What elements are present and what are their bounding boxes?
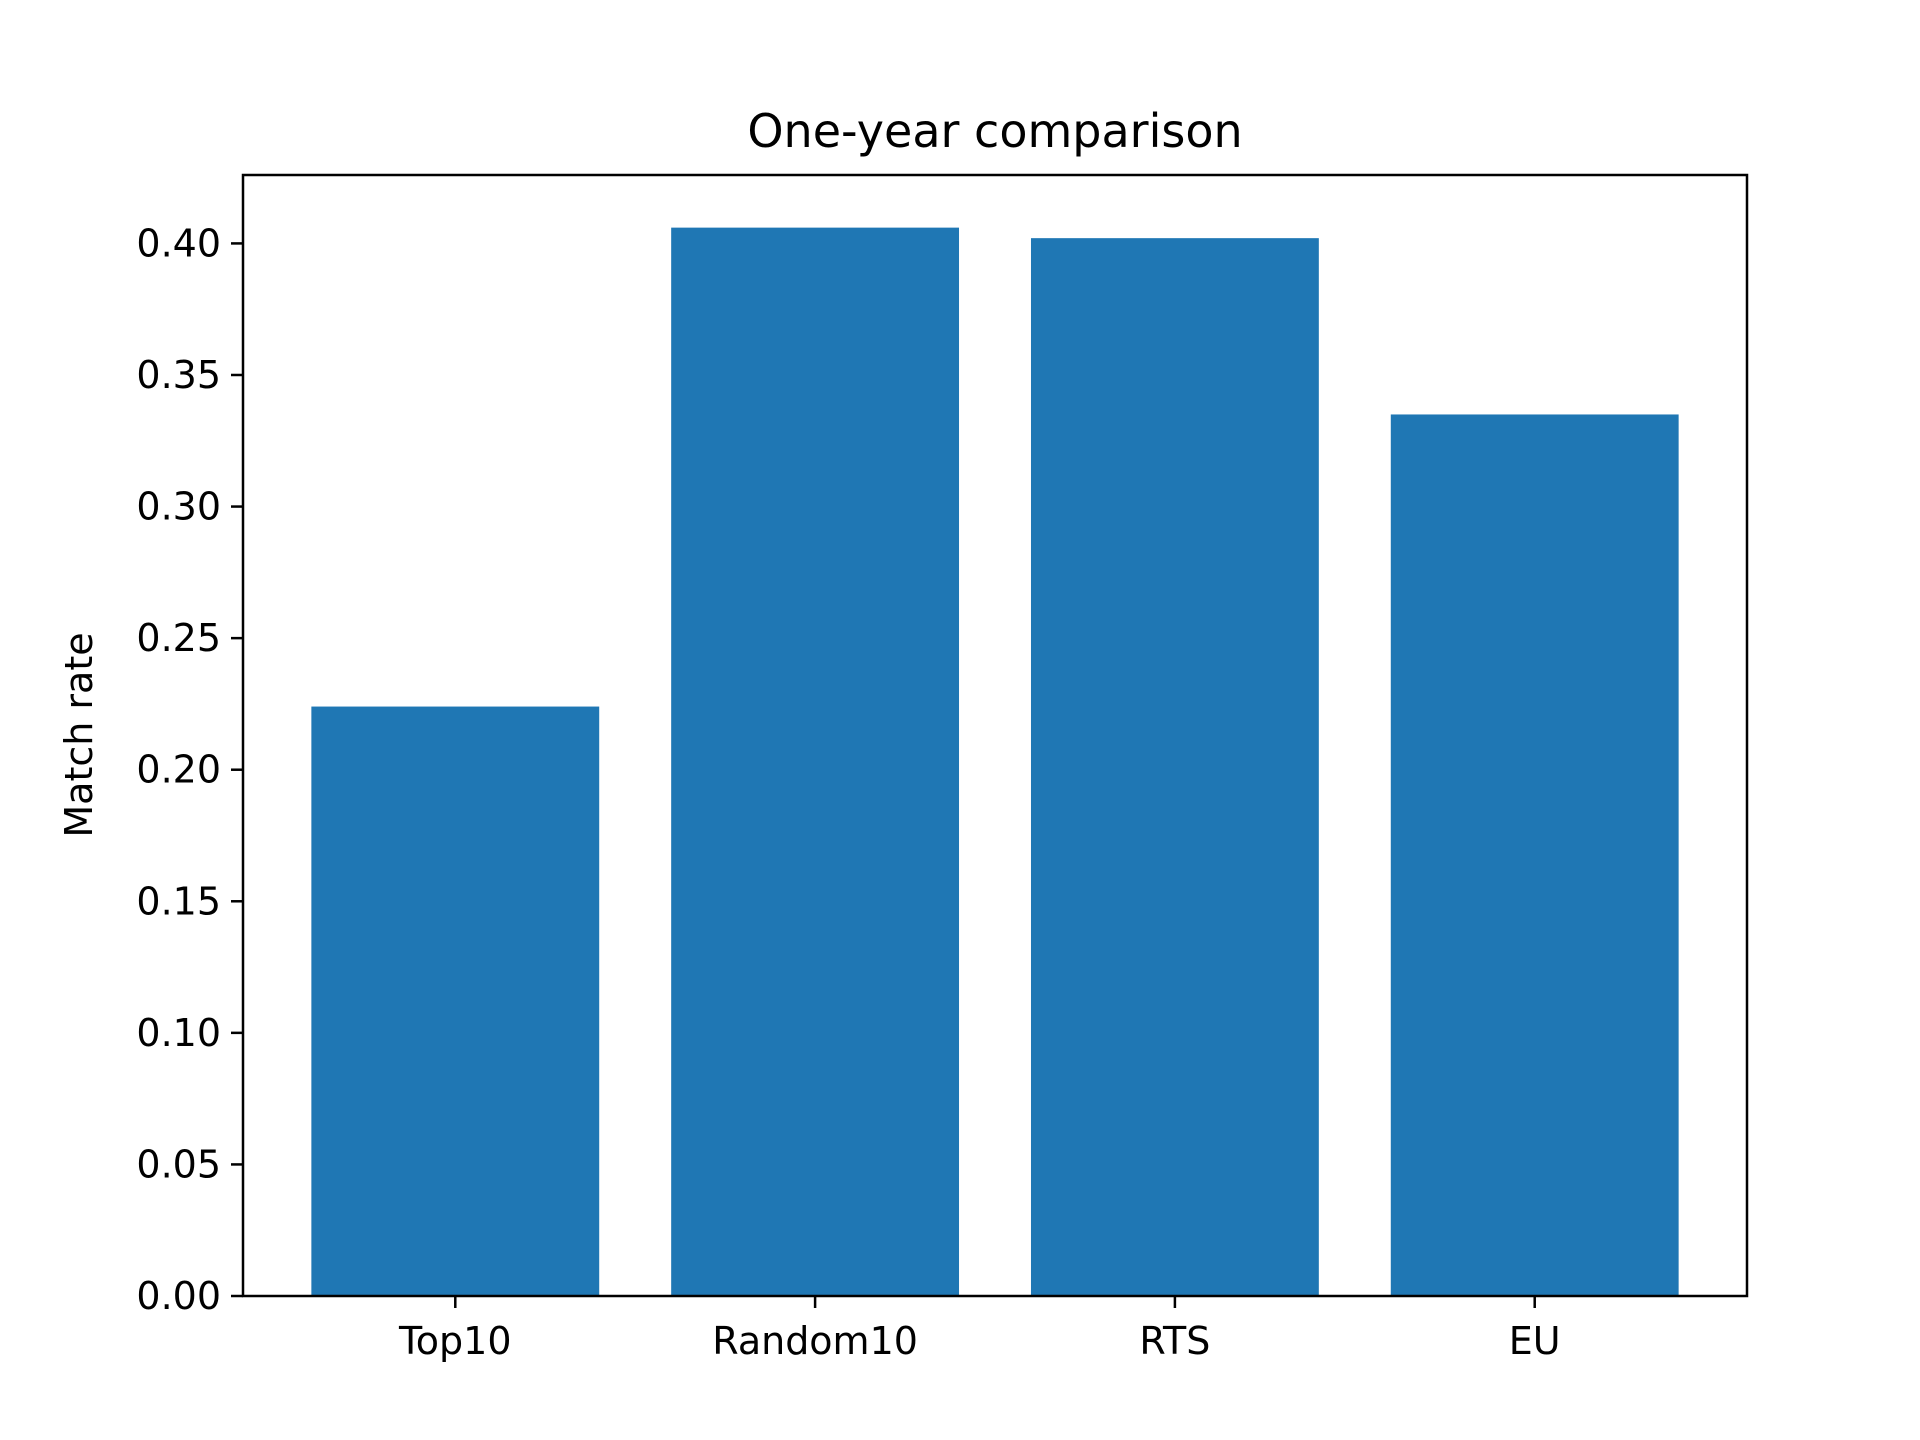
x-tick-label: Random10 bbox=[712, 1319, 918, 1363]
y-ticks-group: 0.00 0.05 0.10 0.15 0.20 0.25 0.30 0.35 0.40 bbox=[136, 221, 243, 1318]
y-tick-label: 0.35 bbox=[136, 353, 221, 397]
y-tick-label: 0.25 bbox=[136, 616, 221, 660]
x-tick-label: Top10 bbox=[398, 1319, 511, 1363]
y-tick-label: 0.05 bbox=[136, 1142, 221, 1186]
plot-frame bbox=[241, 173, 1749, 1298]
x-tick-label: EU bbox=[1509, 1319, 1561, 1363]
bar-rts bbox=[1030, 238, 1319, 1297]
chart-title: One-year comparison bbox=[747, 104, 1242, 158]
y-tick-label: 0.20 bbox=[136, 748, 221, 792]
y-tick-label: 0.10 bbox=[136, 1011, 221, 1055]
y-tick-label: 0.00 bbox=[136, 1274, 221, 1318]
bar-random10 bbox=[671, 227, 960, 1296]
x-tick-label: RTS bbox=[1139, 1319, 1210, 1363]
bar-top10 bbox=[311, 706, 600, 1296]
y-tick-label: 0.30 bbox=[136, 485, 221, 529]
y-axis-label: Match rate bbox=[57, 632, 101, 837]
y-tick-label: 0.40 bbox=[136, 221, 221, 265]
bars-group bbox=[311, 227, 1679, 1297]
x-ticks-group: Top10 Random10 RTS EU bbox=[398, 1296, 1561, 1363]
y-tick-label: 0.15 bbox=[136, 879, 221, 923]
bar-eu bbox=[1390, 414, 1679, 1297]
